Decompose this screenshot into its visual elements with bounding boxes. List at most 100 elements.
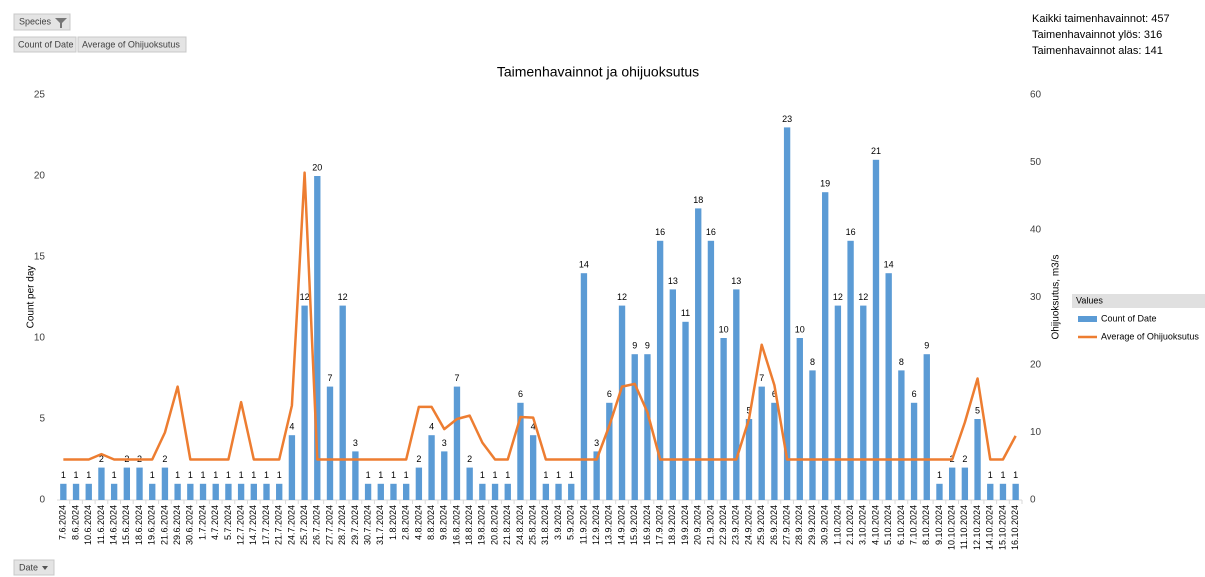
bar bbox=[276, 483, 283, 500]
bar bbox=[961, 467, 969, 500]
bar bbox=[199, 483, 207, 500]
data-label: 1 bbox=[480, 470, 485, 480]
y-tick-label: 5 bbox=[39, 414, 45, 425]
average-button[interactable] bbox=[77, 36, 187, 53]
bar bbox=[161, 467, 169, 500]
bar bbox=[987, 483, 994, 500]
count-button[interactable] bbox=[13, 36, 77, 53]
data-label: 1 bbox=[188, 470, 193, 480]
data-label: 1 bbox=[112, 470, 117, 480]
bar bbox=[225, 483, 232, 500]
data-label: 3 bbox=[442, 438, 447, 448]
bar bbox=[288, 435, 296, 500]
data-label: 1 bbox=[543, 470, 548, 480]
x-tick-label: 21.6.2024 bbox=[159, 505, 169, 545]
x-tick-label: 1.8.2024 bbox=[388, 505, 398, 540]
bar bbox=[631, 354, 638, 500]
data-label: 6 bbox=[912, 389, 917, 399]
date-button[interactable] bbox=[13, 559, 55, 576]
bar bbox=[593, 451, 600, 500]
x-tick-label: 13.9.2024 bbox=[604, 505, 614, 545]
bar bbox=[695, 208, 702, 500]
data-label: 1 bbox=[175, 470, 180, 480]
data-label: 1 bbox=[61, 470, 66, 480]
bar bbox=[339, 305, 346, 500]
bar bbox=[60, 483, 67, 500]
x-tick-label: 4.7.2024 bbox=[210, 505, 220, 540]
data-label: 1 bbox=[378, 470, 383, 480]
x-tick-label: 19.8.2024 bbox=[477, 505, 487, 545]
bar bbox=[377, 483, 384, 500]
data-label: 14 bbox=[884, 260, 894, 270]
bar bbox=[453, 386, 461, 500]
bar bbox=[187, 483, 194, 500]
data-label: 16 bbox=[846, 227, 856, 237]
summary-line: Kaikki taimenhavainnot: 457 bbox=[1032, 13, 1170, 25]
x-tick-label: 28.9.2024 bbox=[794, 505, 804, 545]
x-tick-label: 20.9.2024 bbox=[693, 505, 703, 545]
y2-tick-label: 0 bbox=[1030, 495, 1036, 506]
bar bbox=[898, 370, 905, 500]
data-label: 2 bbox=[99, 454, 104, 464]
data-label: 1 bbox=[239, 470, 244, 480]
data-label: 12 bbox=[338, 292, 348, 302]
data-label: 1 bbox=[556, 470, 561, 480]
legend-header bbox=[1072, 294, 1205, 308]
data-label: 1 bbox=[74, 470, 79, 480]
data-label: 9 bbox=[632, 341, 637, 351]
y2-tick-label: 60 bbox=[1030, 90, 1042, 101]
bar bbox=[491, 483, 499, 500]
x-tick-label: 11.6.2024 bbox=[96, 505, 106, 544]
x-tick-label: 24.8.2024 bbox=[515, 505, 525, 545]
bar bbox=[783, 127, 791, 501]
bar bbox=[860, 305, 867, 500]
legend-label: Average of Ohijuoksutus bbox=[1101, 331, 1199, 341]
y-tick-label: 0 bbox=[39, 495, 45, 506]
summary-line: Taimenhavainnot ylös: 316 bbox=[1032, 29, 1162, 41]
x-tick-label: 19.9.2024 bbox=[680, 505, 690, 545]
data-label: 1 bbox=[937, 470, 942, 480]
bar bbox=[847, 240, 854, 501]
data-label: 1 bbox=[277, 470, 282, 480]
y-tick-label: 10 bbox=[34, 333, 46, 344]
data-label: 1 bbox=[226, 470, 231, 480]
data-label: 12 bbox=[617, 292, 627, 302]
data-label: 1 bbox=[505, 470, 510, 480]
data-label: 1 bbox=[1013, 470, 1018, 480]
x-tick-label: 7.6.2024 bbox=[58, 505, 68, 540]
data-label: 13 bbox=[668, 276, 678, 286]
bar bbox=[555, 483, 562, 500]
y2-tick-label: 50 bbox=[1030, 157, 1042, 168]
bar bbox=[656, 240, 664, 501]
data-label: 5 bbox=[975, 405, 980, 415]
x-tick-label: 18.9.2024 bbox=[667, 505, 677, 545]
bar bbox=[250, 483, 257, 500]
y-tick-label: 20 bbox=[34, 171, 46, 182]
bar bbox=[301, 305, 308, 500]
bar bbox=[479, 483, 486, 500]
x-tick-label: 21.9.2024 bbox=[705, 505, 715, 545]
species-filter-label: Species bbox=[19, 16, 52, 26]
y2-axis-label: Ohijuoksutus, m3/s bbox=[1051, 254, 1062, 339]
x-tick-label: 22.9.2024 bbox=[718, 505, 728, 545]
bar bbox=[999, 483, 1007, 500]
x-tick-label: 30.7.2024 bbox=[362, 505, 372, 545]
data-label: 1 bbox=[150, 470, 155, 480]
bar bbox=[403, 483, 410, 500]
bar bbox=[72, 483, 80, 500]
x-tick-label: 9.10.2024 bbox=[934, 505, 944, 545]
x-tick-label: 11.9.2024 bbox=[578, 505, 588, 544]
x-tick-label: 5.10.2024 bbox=[883, 505, 893, 545]
x-tick-label: 14.9.2024 bbox=[616, 505, 626, 545]
x-tick-label: 26.9.2024 bbox=[769, 505, 779, 545]
bar bbox=[352, 451, 359, 500]
x-tick-label: 16.10.2024 bbox=[1010, 505, 1020, 550]
average-button-label: Average of Ohijuoksutus bbox=[82, 39, 180, 49]
bar bbox=[1012, 483, 1019, 500]
data-label: 13 bbox=[731, 276, 741, 286]
data-label: 1 bbox=[366, 470, 371, 480]
dropdown-icon bbox=[42, 566, 48, 570]
bar bbox=[580, 273, 588, 500]
x-tick-label: 9.8.2024 bbox=[439, 505, 449, 540]
